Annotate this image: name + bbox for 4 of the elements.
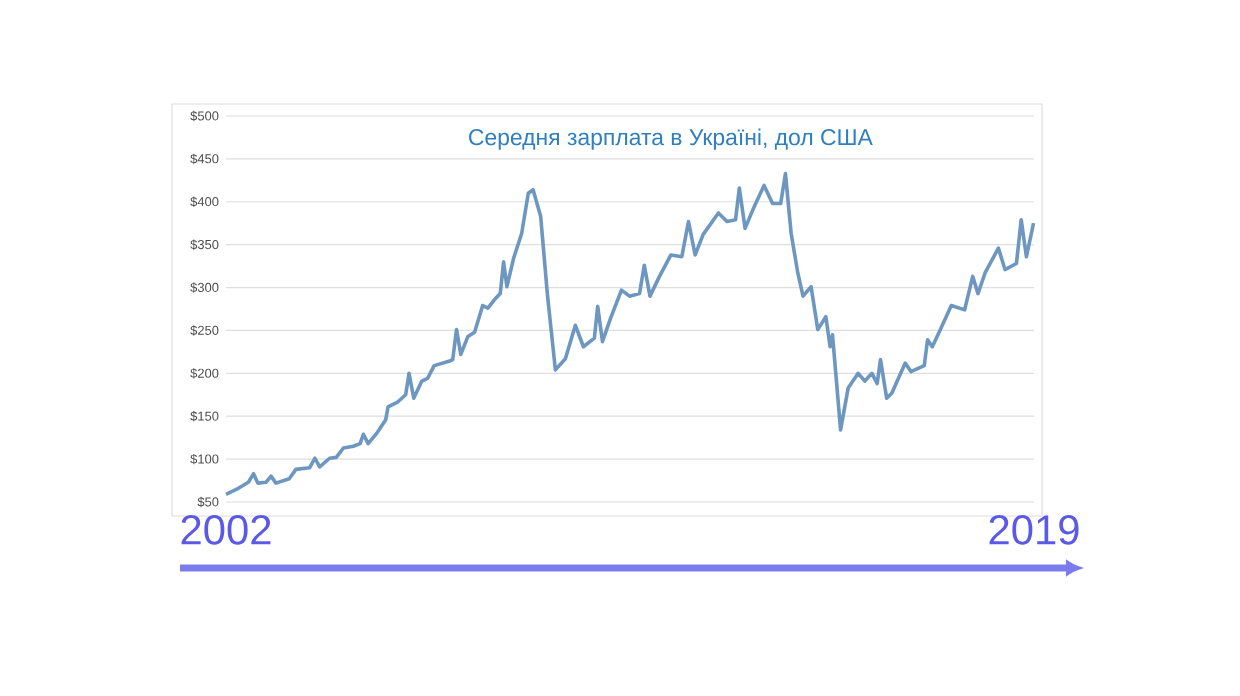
x-tick-label: 2002: [181, 515, 271, 545]
text: Середня зарплата в Україні, дол США: [469, 128, 873, 150]
x-tick-label: 2019: [989, 515, 1079, 545]
line-series: [224, 171, 1036, 497]
